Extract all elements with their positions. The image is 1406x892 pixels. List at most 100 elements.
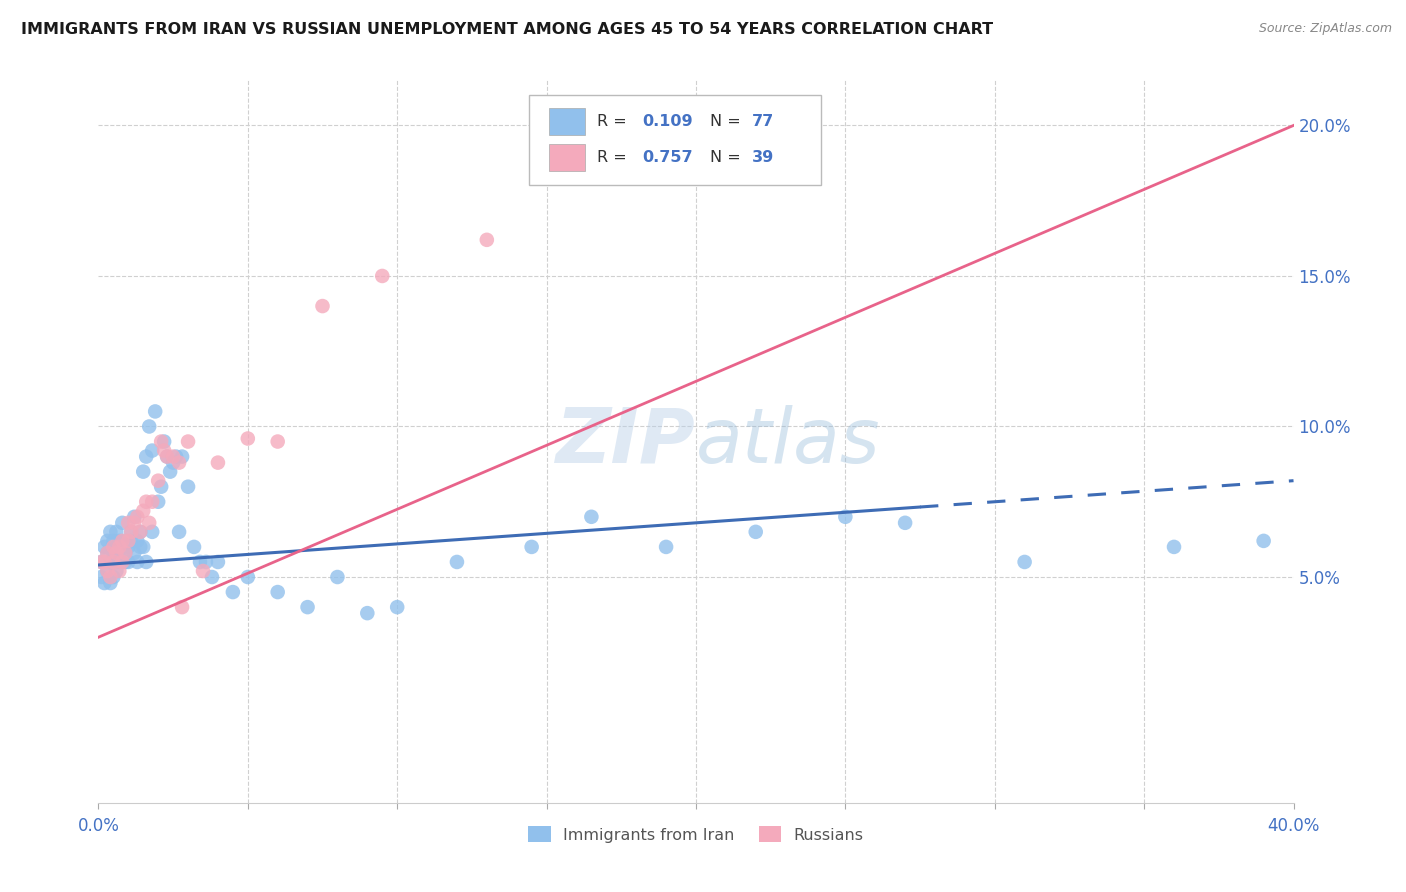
Point (581, 509, 603, 524)
Point (90, 555, 112, 569)
Point (129, 540, 152, 554)
Point (1163, 540, 1185, 554)
Point (183, 540, 205, 554)
Point (188, 555, 211, 569)
Point (96, 564, 118, 578)
Point (129, 524, 152, 539)
Point (195, 555, 218, 569)
Point (114, 546, 136, 560)
Point (655, 540, 678, 554)
Point (127, 509, 149, 524)
Point (267, 585, 290, 599)
Point (894, 516, 917, 530)
Point (105, 555, 128, 569)
Point (108, 533, 131, 548)
Point (153, 434, 176, 449)
Point (120, 533, 142, 548)
Point (207, 555, 229, 569)
Point (105, 564, 128, 578)
Point (385, 600, 409, 615)
Point (135, 494, 157, 508)
Point (93, 576, 115, 591)
Point (267, 434, 290, 449)
Point (297, 600, 319, 615)
Point (153, 443, 176, 458)
Point (236, 570, 259, 584)
Text: IMMIGRANTS FROM IRAN VS RUSSIAN UNEMPLOYMENT AMONG AGES 45 TO 54 YEARS CORRELATI: IMMIGRANTS FROM IRAN VS RUSSIAN UNEMPLOY… (21, 22, 993, 37)
Point (90, 570, 112, 584)
Point (108, 555, 131, 569)
Point (98, 524, 122, 539)
Text: R =: R = (596, 114, 631, 129)
Point (156, 450, 179, 464)
Point (117, 516, 139, 530)
Point (150, 480, 173, 494)
Text: Source: ZipAtlas.com: Source: ZipAtlas.com (1258, 22, 1392, 36)
Point (167, 456, 190, 470)
Point (111, 555, 134, 569)
Text: ZIP: ZIP (557, 405, 696, 478)
Point (124, 546, 146, 560)
Point (98, 570, 122, 584)
Point (148, 474, 170, 488)
FancyBboxPatch shape (548, 144, 585, 171)
Point (143, 404, 166, 418)
Text: N =: N = (710, 150, 747, 165)
Point (1014, 555, 1036, 569)
Point (311, 299, 333, 313)
Point (685, 103, 707, 118)
Point (111, 555, 134, 569)
Point (117, 555, 139, 569)
Point (165, 450, 187, 464)
Point (96, 546, 118, 560)
Legend: Immigrants from Iran, Russians: Immigrants from Iran, Russians (522, 820, 870, 849)
Text: 77: 77 (752, 114, 775, 129)
Point (132, 504, 155, 518)
Point (326, 570, 349, 584)
Point (108, 546, 131, 560)
Point (207, 456, 229, 470)
Point (114, 546, 136, 560)
Point (132, 540, 155, 554)
Point (141, 524, 163, 539)
Point (98, 576, 122, 591)
Point (124, 516, 146, 530)
Point (103, 540, 125, 554)
Point (162, 456, 184, 470)
Point (111, 533, 134, 548)
Point (177, 480, 200, 494)
Text: 39: 39 (752, 150, 775, 165)
Point (117, 533, 139, 548)
Point (745, 524, 768, 539)
Point (114, 533, 136, 548)
Point (108, 564, 131, 578)
Point (114, 555, 136, 569)
Point (105, 524, 128, 539)
Point (135, 555, 157, 569)
Point (111, 540, 134, 554)
Text: N =: N = (710, 114, 747, 129)
Point (172, 600, 194, 615)
Point (117, 540, 139, 554)
Point (108, 540, 131, 554)
Point (446, 555, 468, 569)
Point (103, 533, 125, 548)
Point (148, 494, 170, 508)
Point (105, 540, 128, 554)
Point (162, 450, 184, 464)
Point (138, 419, 160, 434)
Point (520, 540, 543, 554)
Point (96, 533, 118, 548)
Point (127, 533, 149, 548)
Point (105, 546, 128, 560)
Text: atlas: atlas (696, 405, 880, 478)
FancyBboxPatch shape (529, 95, 821, 185)
Point (141, 494, 163, 508)
Point (475, 233, 498, 247)
Point (120, 524, 142, 539)
Point (150, 434, 173, 449)
Point (124, 509, 146, 524)
Point (201, 570, 224, 584)
Point (103, 570, 125, 584)
Point (103, 546, 125, 560)
